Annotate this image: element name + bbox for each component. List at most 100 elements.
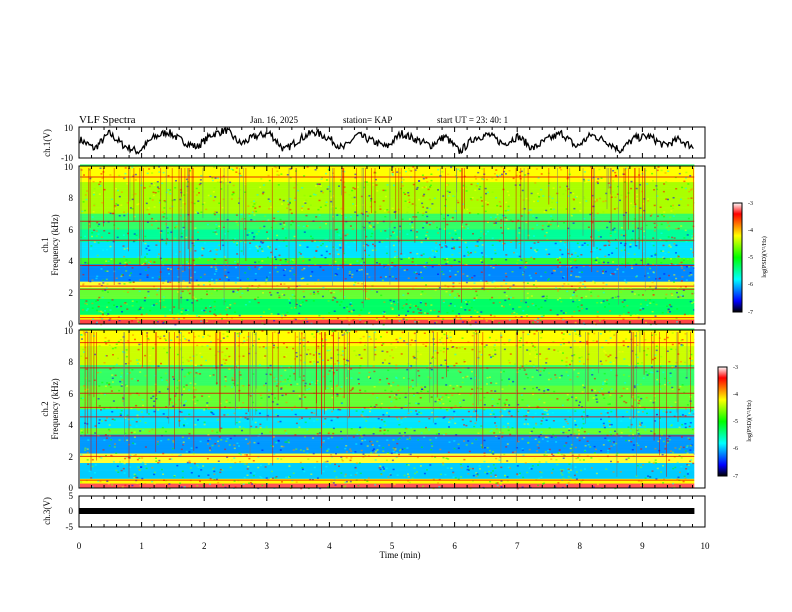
spectrogram-speckle [277, 174, 280, 176]
spectrogram-speckle [372, 284, 375, 286]
spectrogram-speckle [303, 201, 306, 203]
spectrogram-speckle [674, 264, 677, 266]
spectrogram-speckle [352, 436, 355, 438]
spectrogram-speckle [467, 410, 470, 413]
spectrogram-speckle [149, 260, 152, 262]
spectrogram-speckle [269, 477, 272, 480]
spectrogram-speckle [619, 430, 622, 432]
spectrogram-speckle [507, 426, 510, 428]
spectrogram-speckle [400, 407, 403, 409]
spectrogram-speckle [324, 204, 327, 207]
spectrogram-speckle [358, 437, 361, 439]
spectrogram-speckle [487, 202, 490, 204]
spectrogram-speckle [195, 354, 198, 356]
spectrogram-speckle [233, 168, 236, 170]
spectrogram-speckle [209, 483, 211, 485]
spectrogram-speckle [494, 287, 497, 289]
spectrogram-speckle [671, 366, 674, 368]
spectrogram-speckle [480, 259, 482, 262]
spectrogram-speckle [186, 299, 189, 301]
spectrogram-speckle [84, 194, 87, 196]
spectrogram-speckle [243, 476, 246, 479]
spectrogram-speckle [128, 274, 131, 277]
spectrogram-speckle [198, 183, 201, 186]
spectrogram-speckle [507, 411, 510, 414]
spectrogram-speckle [137, 362, 140, 365]
spectrogram-speckle [270, 206, 273, 208]
spectrogram-speckle [437, 232, 440, 234]
spectrogram-speckle [493, 224, 496, 226]
spectrogram-speckle [216, 249, 219, 251]
spectrogram-speckle [402, 185, 404, 187]
spectrogram-speckle [478, 351, 481, 353]
spectrogram-speckle [263, 311, 265, 313]
spectrogram-speckle [453, 440, 456, 442]
spectrogram-speckle [491, 237, 494, 239]
spectrogram-speckle [690, 459, 693, 461]
spectrogram-speckle [106, 382, 109, 384]
spectrogram-speckle [395, 376, 397, 379]
spectrogram-speckle [631, 291, 634, 293]
spectrogram-speckle [269, 407, 272, 410]
spectrogram-speckle [546, 253, 549, 256]
spectrogram-band [80, 178, 695, 181]
spectrogram-band [80, 450, 695, 452]
spectrogram-speckle [415, 229, 418, 231]
spectrogram-speckle [148, 213, 151, 215]
spectrogram-speckle [252, 474, 255, 477]
spectrogram-speckle [485, 320, 488, 322]
spectrogram-speckle [630, 180, 633, 183]
spectrogram-speckle [221, 176, 224, 179]
spectrogram-speckle [608, 244, 611, 246]
spectrogram-speckle [306, 225, 309, 227]
spectrogram-speckle [349, 263, 352, 266]
spectrogram-speckle [95, 230, 98, 232]
spectrogram-speckle [609, 403, 611, 405]
spectrogram-speckle [647, 200, 650, 202]
spectrogram-speckle [636, 314, 639, 316]
spectrogram-speckle [561, 359, 564, 362]
spectrogram-speckle [535, 250, 538, 253]
spectrogram-speckle [398, 437, 401, 439]
spectrogram-speckle [141, 399, 144, 401]
spectrogram-speckle [268, 247, 271, 249]
spectrogram-speckle [675, 244, 678, 247]
spectrogram-speckle [146, 208, 149, 211]
spectrogram-speckle [312, 295, 315, 298]
spectrogram-speckle [580, 304, 583, 306]
spectrogram-speckle [443, 217, 445, 220]
spectrogram-speckle [407, 473, 409, 475]
spectrogram-speckle [520, 394, 523, 396]
spectrogram-speckle [138, 457, 141, 459]
spectrogram-speckle [260, 316, 263, 318]
spectrogram-speckle [655, 278, 658, 280]
spectrogram-speckle [453, 318, 456, 320]
spectrogram-band [80, 164, 695, 167]
spectrogram-speckle [116, 204, 119, 206]
spectrogram-speckle [148, 185, 151, 188]
spectrogram-speckle [293, 235, 296, 238]
spectrogram-speckle [492, 355, 495, 357]
spectrogram-speckle [548, 448, 551, 451]
spectrogram-speckle [493, 432, 496, 434]
spectrogram-speckle [166, 226, 169, 228]
spectrogram-speckle [265, 426, 268, 428]
spectrogram-speckle [430, 304, 433, 306]
spectrogram-speckle [126, 308, 129, 310]
spectrogram-speckle [656, 215, 659, 217]
spectrogram-speckle [546, 440, 549, 443]
spectrogram-speckle [130, 407, 133, 410]
spectrogram-band [80, 262, 695, 265]
spectrogram-speckle [342, 319, 345, 322]
spectrogram-speckle [471, 276, 474, 279]
spectrogram-speckle [345, 242, 348, 244]
spectrogram-speckle [540, 173, 543, 175]
spectrogram-speckle [434, 395, 437, 397]
spectrogram-speckle [667, 236, 670, 238]
spectrogram-speckle [366, 445, 369, 447]
spectrogram-speckle [310, 322, 313, 325]
spectrogram-speckle [618, 351, 621, 353]
spectrogram-speckle [422, 206, 424, 208]
spectrogram-speckle [344, 191, 347, 194]
spectrogram-speckle [354, 451, 357, 453]
